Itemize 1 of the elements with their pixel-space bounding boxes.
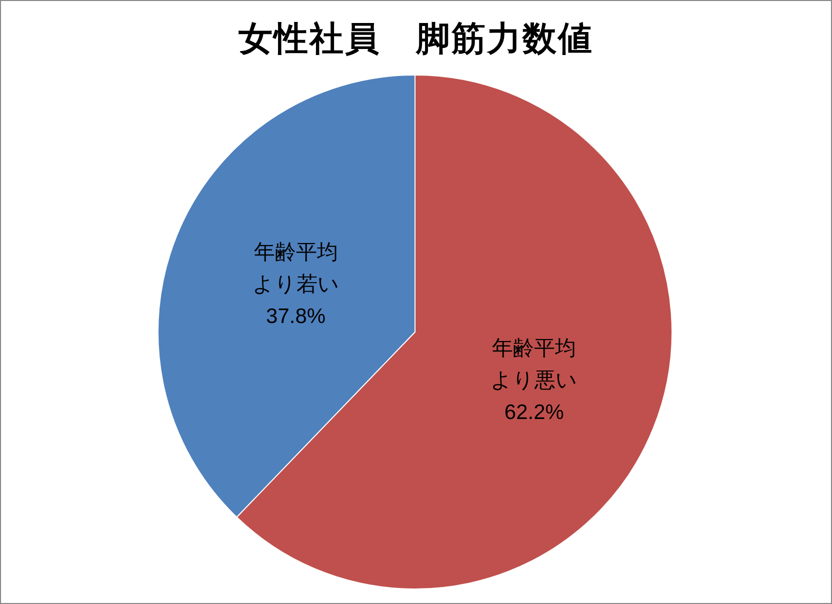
title: 女性社員 脚筋力数値 (238, 20, 594, 58)
